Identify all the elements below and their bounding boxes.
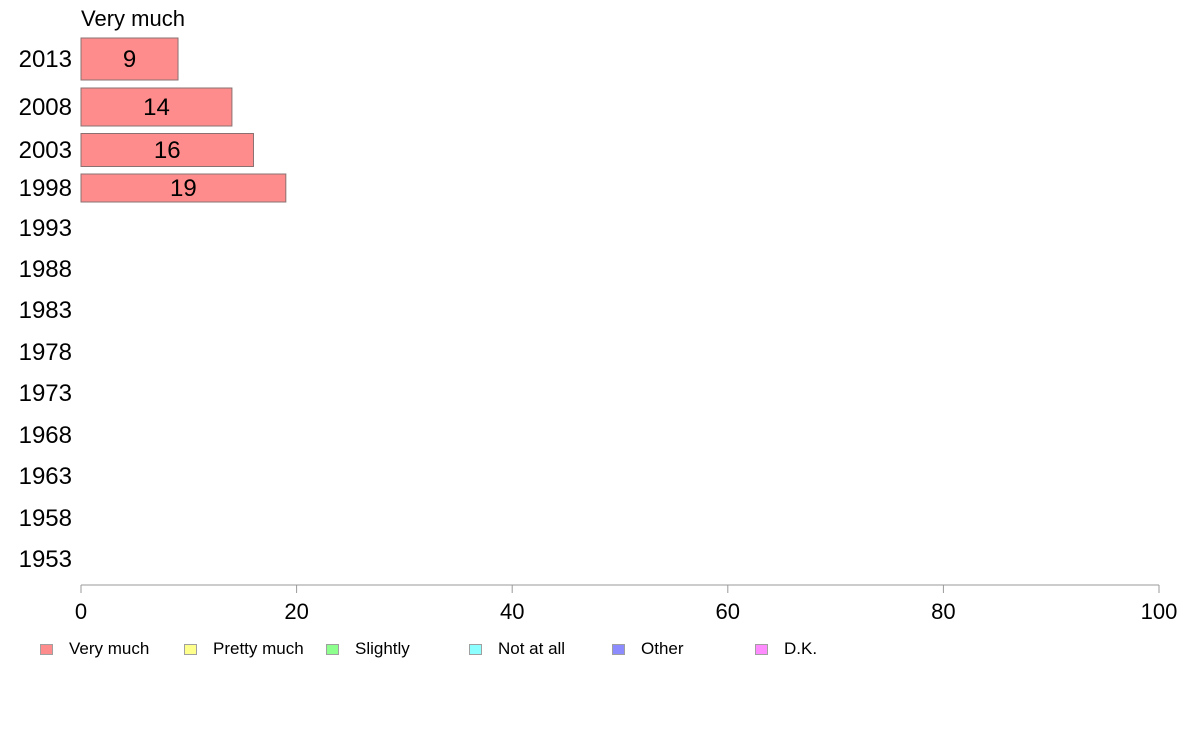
legend-label-dk: D.K. (784, 639, 818, 658)
y-tick-label-1963: 1963 (19, 463, 72, 490)
y-tick-label-1958: 1958 (19, 505, 72, 532)
y-tick-label-1953: 1953 (19, 546, 72, 573)
x-tick-label-80: 80 (931, 599, 955, 624)
bar-2008 (80, 87, 233, 127)
legend-label-other: Other (641, 639, 684, 658)
legend-item-slightly: Slightly (326, 638, 410, 660)
data-label-2008: 14 (143, 94, 170, 121)
bar-2013 (80, 37, 179, 81)
y-tick-label-1998: 1998 (19, 175, 72, 202)
data-label-1998: 19 (170, 175, 197, 202)
y-tick-label-2013: 2013 (19, 46, 72, 73)
x-tick-label-0: 0 (75, 599, 87, 624)
legend-label-slightly: Slightly (355, 639, 410, 658)
legend-swatch-very-much (40, 643, 53, 655)
legend-label-not-at-all: Not at all (498, 639, 566, 658)
bar-1998 (80, 173, 287, 203)
data-label-2013: 9 (123, 46, 136, 73)
y-tick-label-2003: 2003 (19, 137, 72, 164)
legend-swatch-not-at-all (469, 643, 482, 655)
legend-swatch-slightly (326, 643, 339, 655)
legend-item-very-much: Very much (40, 638, 149, 660)
legend-label-pretty-much: Pretty much (213, 639, 304, 658)
y-tick-label-1983: 1983 (19, 297, 72, 324)
legend-swatch-other (612, 643, 625, 655)
y-tick-label-1968: 1968 (19, 422, 72, 449)
bar-2003 (80, 133, 254, 167)
y-tick-label-1993: 1993 (19, 215, 72, 242)
legend-item-other: Other (612, 638, 684, 660)
x-tick-label-40: 40 (500, 599, 524, 624)
data-label-2003: 16 (154, 137, 181, 164)
y-tick-label-1978: 1978 (19, 339, 72, 366)
legend-item-dk: D.K. (755, 638, 817, 660)
chart-title: Very much (81, 6, 185, 31)
x-tick-label-60: 60 (716, 599, 740, 624)
legend-label-very-much: Very much (69, 639, 150, 658)
legend-item-not-at-all: Not at all (469, 638, 565, 660)
y-tick-label-1988: 1988 (19, 256, 72, 283)
x-tick-label-100: 100 (1141, 599, 1178, 624)
legend-swatch-dk (755, 643, 768, 655)
legend-swatch-pretty-much (184, 643, 197, 655)
legend: Very much Pretty much Slightly Not at al… (40, 638, 1140, 660)
y-tick-label-1973: 1973 (19, 380, 72, 407)
y-tick-label-2008: 2008 (19, 94, 72, 121)
legend-item-pretty-much: Pretty much (184, 638, 304, 660)
x-axis: 0 20 40 60 80 100 (75, 584, 1178, 624)
bars-group: 9 14 16 19 (80, 37, 287, 203)
x-tick-label-20: 20 (284, 599, 308, 624)
y-axis-labels: 2013 2008 2003 1998 1993 1988 1983 1978 1973 1968… (19, 46, 72, 573)
